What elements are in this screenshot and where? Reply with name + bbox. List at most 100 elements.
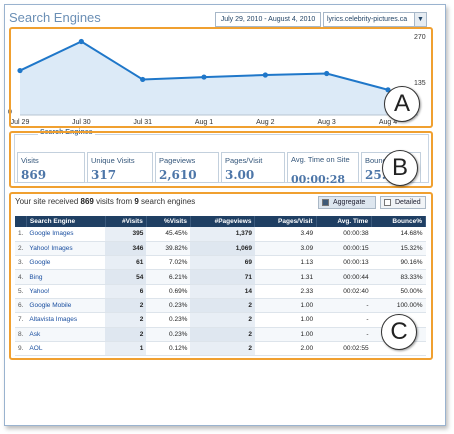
y-tick-label: 135 (414, 80, 426, 87)
bounce-cell: 50.00% (371, 284, 426, 299)
stat-value: 317 (91, 168, 117, 182)
pageviews-cell: 1,069 (190, 241, 255, 257)
visits-cell: 2 (105, 327, 147, 342)
pageviews-cell: 2 (190, 341, 255, 357)
pages-visit-cell: 2.33 (254, 284, 317, 299)
col-avg-time[interactable]: Avg. Time (316, 216, 373, 227)
avg-time-cell: 00:02:40 (316, 284, 372, 299)
engine-link[interactable]: Yahoo! (26, 284, 106, 299)
avg-time-cell: 00:02:55 (316, 341, 372, 357)
pct-visits-cell: 6.21% (146, 269, 191, 285)
col-search-engine[interactable]: Search Engine (26, 216, 106, 227)
x-tick-label: Aug 3 (318, 119, 336, 126)
engine-link[interactable]: Altavista Images (26, 312, 106, 328)
engine-link[interactable]: Google Images (26, 227, 106, 242)
date-range-picker[interactable]: July 29, 2010 - August 4, 2010 (215, 12, 321, 27)
chevron-down-icon[interactable]: ▼ (414, 13, 426, 26)
row-index: 7. (15, 312, 27, 328)
pageviews-cell: 69 (190, 255, 255, 271)
stat-avg-time: Avg. Time on Site 00:00:28 (287, 152, 359, 186)
visits-cell: 395 (105, 227, 147, 242)
stat-value: 00:00:28 (291, 173, 346, 186)
avg-time-cell: 00:00:15 (316, 241, 372, 257)
avg-time-cell: 00:00:44 (316, 269, 372, 285)
stats-panel: Search Engines Visits 869 Unique Visits … (14, 129, 429, 186)
visits-cell: 346 (105, 241, 147, 257)
row-index: 4. (15, 269, 27, 285)
chart-point (17, 67, 23, 74)
pct-visits-cell: 0.23% (146, 327, 191, 342)
row-index: 1. (15, 227, 27, 242)
visits-chart: Jul 29 Jul 30 Jul 31 Aug 1 Aug 2 Aug 3 Aug 4 27… (8, 34, 426, 126)
engine-link[interactable]: AOL (26, 341, 106, 357)
detailed-label: Detailed (395, 199, 421, 206)
stat-value: 869 (21, 168, 47, 182)
stat-pages-per-visit: Pages/Visit 3.00 (221, 152, 285, 183)
bounce-cell: 100.00% (371, 298, 426, 314)
stat-value: 2,610 (159, 168, 197, 182)
table-row: 1. Google Images 395 45.45% 1,379 3.49 00:00:3… (15, 227, 426, 242)
stat-pageviews: Pageviews 2,610 (155, 152, 219, 183)
engine-link[interactable]: Yahoo! Images (26, 241, 106, 257)
avg-time-cell: - (316, 327, 372, 342)
stat-label: Pageviews (159, 156, 196, 165)
callout-a: A (384, 86, 420, 122)
x-tick-label: Aug 2 (256, 119, 274, 126)
highlight-box-b (9, 131, 433, 188)
stat-value: 3.00 (225, 168, 255, 182)
chart-point (140, 76, 146, 83)
engine-link[interactable]: Bing (26, 269, 106, 285)
page-title: Search Engines (9, 10, 101, 25)
col-pct-visits[interactable]: %Visits (146, 216, 191, 227)
avg-time-cell: - (316, 312, 372, 328)
pageviews-cell: 2 (190, 327, 255, 342)
site-select[interactable]: lyrics.celebrity-pictures.ca ▼ (323, 12, 427, 27)
table-row: 4. Bing 54 6.21% 71 1.31 00:00:44 83.33% (15, 269, 426, 285)
bounce-cell: 90.16% (371, 255, 426, 271)
engine-link[interactable]: Ask (26, 327, 106, 342)
chart-point (201, 74, 207, 80)
table-row: 5. Yahoo! 6 0.69% 14 2.33 00:02:40 50.00% (15, 284, 426, 299)
x-tick-label: Jul 31 (133, 119, 152, 126)
visits-cell: 54 (105, 269, 147, 285)
visits-cell: 1 (105, 341, 147, 357)
table-header-row: Search Engine #Visits %Visits #Pageviews… (15, 216, 426, 227)
pageviews-cell: 14 (190, 284, 255, 299)
bounce-cell: 14.68% (371, 227, 426, 242)
engine-link[interactable]: Google (26, 255, 106, 271)
chart-point (78, 38, 84, 45)
pct-visits-cell: 0.69% (146, 284, 191, 299)
pages-visit-cell: 1.00 (254, 327, 317, 342)
highlight-box-c (9, 192, 433, 360)
chart-point (324, 70, 330, 77)
callout-c: C (381, 314, 417, 350)
x-tick-label: Jul 29 (11, 119, 30, 126)
table-row: 9. AOL 1 0.12% 2 2.00 00:02:55 (15, 341, 426, 357)
summary-visits: 869 (80, 197, 94, 206)
avg-time-cell: 00:00:13 (316, 255, 372, 271)
pageviews-cell: 1,379 (190, 227, 255, 242)
engine-link[interactable]: Google Mobile (26, 298, 106, 314)
pages-visit-cell: 1.00 (254, 312, 317, 328)
table-row: 2. Yahoo! Images 346 39.82% 1,069 3.09 00:00:1… (15, 241, 426, 257)
pct-visits-cell: 39.82% (146, 241, 191, 257)
stat-label: Avg. Time on Site (291, 155, 350, 164)
aggregate-toggle[interactable]: Aggregate (318, 196, 376, 209)
stat-label: Unique Visits (91, 156, 135, 165)
col-pageviews[interactable]: #Pageviews (190, 216, 256, 227)
bounce-cell: 83.33% (371, 269, 426, 285)
pct-visits-cell: 45.45% (146, 227, 191, 242)
checkbox-icon (322, 199, 329, 206)
x-tick-label: Aug 1 (195, 119, 213, 126)
col-bounce[interactable]: Bounce% (371, 216, 426, 227)
col-visits[interactable]: #Visits (105, 216, 147, 227)
detailed-toggle[interactable]: Detailed (380, 196, 426, 209)
pages-visit-cell: 3.09 (254, 241, 317, 257)
col-pages-visit[interactable]: Pages/Visit (254, 216, 317, 227)
pages-visit-cell: 1.00 (254, 298, 317, 314)
col-index (15, 216, 27, 227)
table-row: 3. Google 61 7.02% 69 1.13 00:00:13 90.16% (15, 255, 426, 271)
site-select-value: lyrics.celebrity-pictures.ca (327, 16, 408, 23)
x-tick-label: Jul 30 (72, 119, 91, 126)
visits-cell: 2 (105, 312, 147, 328)
